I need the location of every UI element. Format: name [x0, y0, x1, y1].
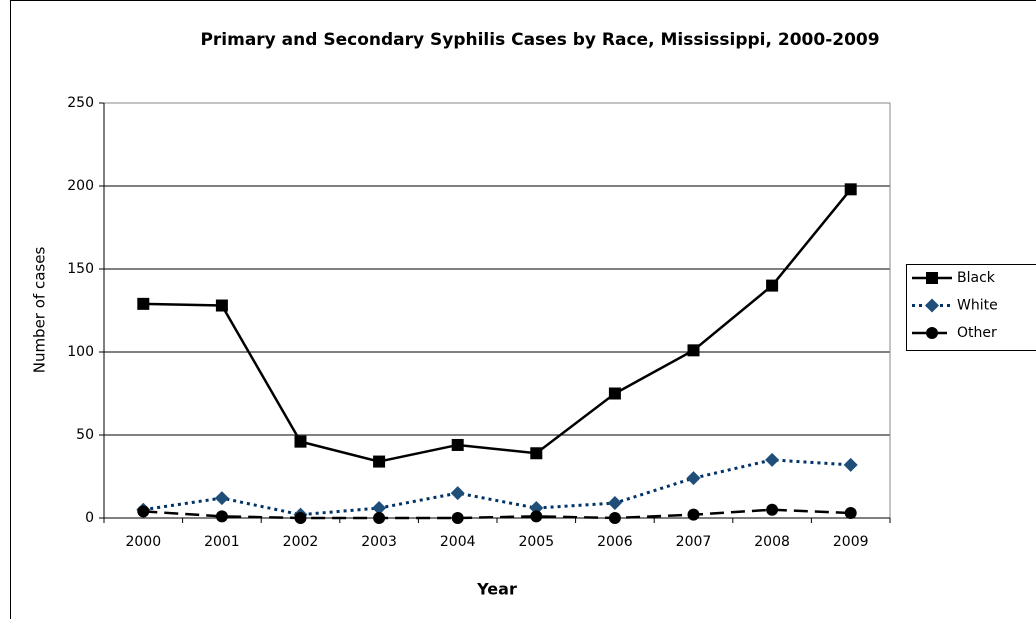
data-point [215, 299, 228, 312]
data-point [137, 505, 150, 518]
chart-frame [10, 0, 1036, 619]
data-point [294, 435, 307, 448]
data-point [687, 344, 700, 357]
y-axis-label: Number of cases [31, 247, 49, 374]
x-tick-label: 2000 [125, 534, 161, 550]
data-point [608, 387, 621, 400]
data-point [373, 512, 386, 524]
legend-marker [926, 327, 938, 339]
data-point [372, 501, 387, 516]
x-tick-label: 2005 [518, 534, 554, 550]
x-tick-label: 2002 [283, 534, 319, 550]
series-line [143, 508, 851, 520]
legend-marker [925, 298, 939, 313]
y-tick-label: 200 [67, 178, 94, 194]
data-point [766, 279, 779, 292]
legend-label: Black [957, 270, 996, 286]
y-tick-label: 0 [85, 510, 94, 526]
data-point [373, 455, 386, 468]
data-point [765, 452, 780, 467]
legend-label: White [957, 298, 998, 314]
data-point [844, 507, 857, 520]
data-point [450, 486, 465, 501]
data-point [530, 447, 543, 460]
series-line [143, 458, 851, 517]
data-point [294, 512, 307, 524]
x-tick-label: 2003 [361, 534, 397, 550]
data-point [530, 510, 543, 523]
x-tick-label: 2007 [676, 534, 712, 550]
x-tick-label: 2006 [597, 534, 633, 550]
y-tick-label: 100 [67, 344, 94, 360]
y-tick-label: 250 [67, 95, 94, 111]
data-point [686, 471, 701, 486]
x-tick-label: 2004 [440, 534, 476, 550]
y-tick-label: 150 [67, 261, 94, 277]
data-point [137, 297, 150, 310]
chart-title: Primary and Secondary Syphilis Cases by … [200, 30, 879, 50]
data-point [687, 508, 700, 521]
data-point [451, 438, 464, 451]
x-tick-label: 2008 [754, 534, 790, 550]
legend-marker [926, 272, 938, 284]
data-point [766, 503, 779, 516]
data-point [608, 512, 621, 524]
legend-label: Other [957, 325, 997, 341]
data-point [844, 183, 857, 196]
y-tick-label: 50 [76, 427, 94, 443]
data-point [451, 512, 464, 524]
x-tick-label: 2001 [204, 534, 240, 550]
data-point [215, 510, 228, 523]
series-line [143, 188, 852, 463]
data-point [607, 496, 622, 511]
x-tick-label: 2009 [833, 534, 869, 550]
x-axis-label: Year [476, 580, 517, 599]
data-point [214, 491, 229, 506]
data-point [843, 457, 858, 472]
